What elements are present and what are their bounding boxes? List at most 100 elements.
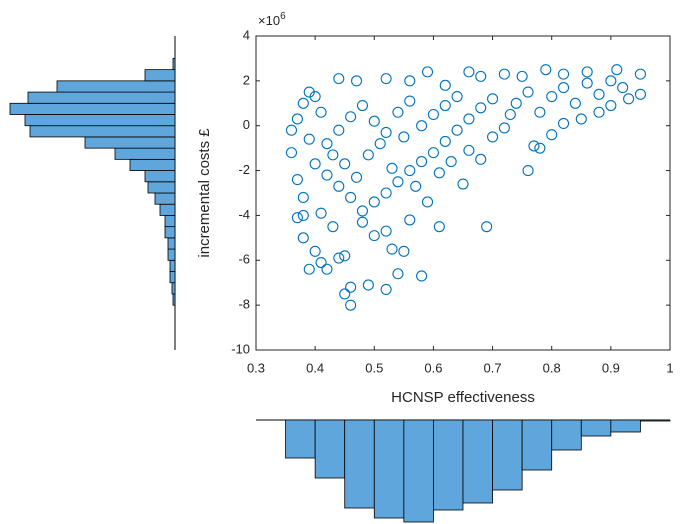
hist-bar	[462, 419, 493, 504]
scatter-point	[333, 180, 345, 192]
scatter-point	[398, 245, 410, 257]
scatter-point	[345, 299, 357, 311]
scatter-point	[451, 124, 463, 136]
scatter-point	[303, 263, 315, 275]
hist-bar	[27, 91, 176, 104]
scatter-point	[327, 149, 339, 161]
scatter-point	[546, 91, 558, 103]
scatter-point	[345, 191, 357, 204]
scatter-point	[380, 283, 392, 295]
scatter-point	[297, 232, 309, 244]
x-tick-label: 0.7	[484, 360, 502, 375]
hist-bar	[164, 215, 176, 228]
scatter-point	[522, 165, 534, 177]
scatter-point	[333, 73, 345, 85]
scatter-point	[634, 88, 646, 100]
scatter-point	[309, 245, 321, 257]
scatter-point	[421, 66, 434, 78]
scatter-point	[439, 99, 451, 112]
hist-bar	[640, 419, 671, 422]
scatter-point	[356, 99, 369, 112]
scatter-point	[463, 113, 475, 125]
scatter-point	[368, 115, 380, 127]
scatter-point	[285, 124, 298, 136]
hist-bar	[433, 419, 464, 511]
scatter-point	[593, 88, 605, 100]
scatter-point	[356, 216, 369, 228]
hist-bar	[169, 259, 176, 272]
scatter-point	[421, 196, 434, 208]
scatter-point	[557, 68, 570, 80]
scatter-point	[345, 111, 357, 123]
scatter-point	[475, 102, 487, 114]
scatter-point	[291, 113, 303, 125]
scatter-point	[321, 263, 333, 275]
scatter-point	[433, 167, 445, 179]
scatter-point	[439, 135, 451, 147]
hist-bar	[84, 136, 176, 149]
scatter-point	[315, 106, 327, 118]
x-axis-label: HCNSP effectiveness	[391, 389, 535, 406]
scatter-point	[374, 138, 386, 150]
scatter-point	[333, 124, 345, 136]
scatter-point	[433, 221, 445, 233]
y-multiplier: ×106	[258, 11, 286, 29]
x-tick-label: 0.8	[543, 360, 561, 375]
scatter-point	[451, 91, 463, 103]
hist-bar	[114, 147, 176, 160]
scatter-point	[339, 250, 351, 262]
scatter-point	[416, 120, 428, 132]
scatter-point	[368, 196, 380, 208]
scatter-point	[392, 268, 404, 280]
hist-bar	[144, 69, 176, 82]
scatter-point	[404, 95, 416, 107]
x-tick-label: 0.5	[365, 360, 383, 375]
scatter-point	[593, 106, 605, 118]
scatter-point	[634, 68, 646, 80]
hist-bar	[144, 170, 176, 183]
scatter-point	[457, 178, 469, 190]
scatter-point	[605, 99, 617, 112]
scatter-point	[368, 230, 380, 242]
scatter-point	[386, 243, 398, 255]
scatter-point	[321, 169, 333, 181]
scatter-point	[516, 70, 528, 82]
scatter-point	[362, 149, 374, 161]
x-tick-label: 0.3	[247, 360, 265, 375]
hist-bar	[167, 237, 176, 250]
hist-bar	[403, 419, 434, 523]
y-tick-label: 0	[243, 117, 250, 132]
scatter-point	[445, 156, 457, 168]
scatter-point	[380, 187, 392, 199]
scatter-point	[350, 75, 363, 87]
scatter-point	[297, 191, 309, 204]
scatter-point	[380, 225, 392, 237]
scatter-point	[297, 97, 309, 109]
scatter-point	[291, 173, 303, 186]
scatter-point	[327, 221, 339, 233]
scatter-point	[380, 73, 392, 85]
scatter-point	[487, 93, 499, 105]
scatter-point	[416, 156, 428, 168]
scatter-point	[498, 122, 510, 134]
hist-bar	[56, 80, 176, 93]
scatter-point	[404, 214, 416, 226]
scatter-point	[575, 113, 587, 125]
hist-bar	[172, 58, 176, 71]
scatter-point	[546, 129, 558, 141]
scatter-point	[303, 133, 315, 145]
hist-bar	[521, 419, 553, 471]
scatter-point	[315, 256, 327, 269]
scatter-point	[380, 126, 392, 138]
scatter-point	[534, 142, 546, 154]
hist-bar	[551, 419, 582, 451]
scatter-point	[386, 162, 398, 174]
scatter-point	[569, 97, 581, 109]
scatter-point	[463, 144, 475, 156]
hist-bar	[172, 293, 176, 306]
scatter-point	[321, 138, 333, 150]
hist-bar	[129, 158, 176, 171]
hist-bar	[314, 419, 346, 479]
scatter-point	[475, 153, 487, 165]
